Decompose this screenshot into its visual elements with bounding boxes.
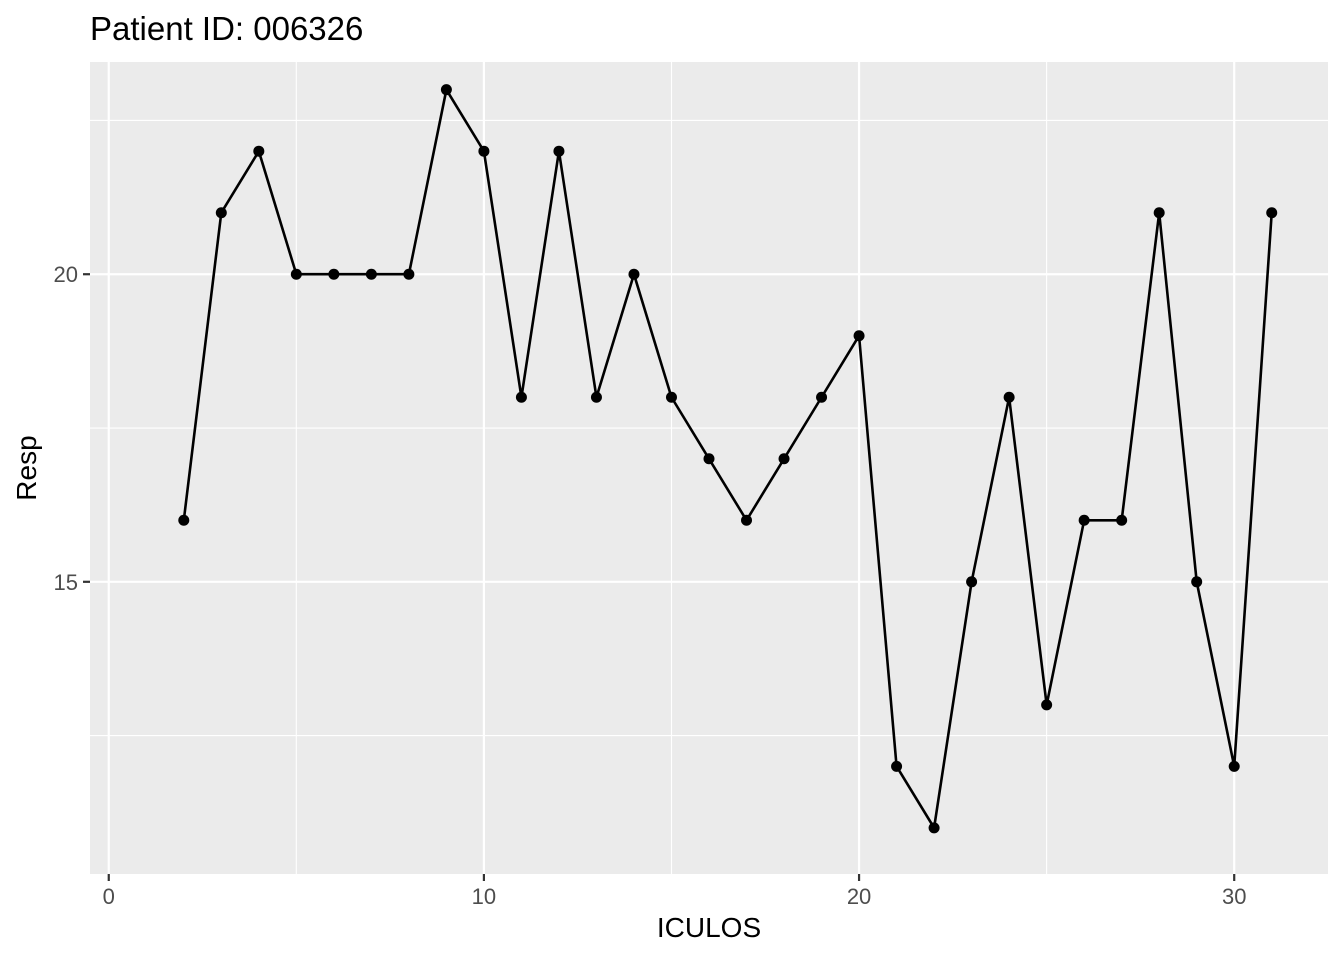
data-point bbox=[478, 145, 490, 157]
data-point bbox=[1041, 699, 1053, 711]
data-point bbox=[665, 391, 677, 403]
data-point bbox=[816, 391, 828, 403]
x-tick-label: 10 bbox=[472, 884, 496, 909]
series-line bbox=[182, 86, 1274, 832]
data-point bbox=[628, 268, 640, 280]
x-tick-label: 0 bbox=[103, 884, 115, 909]
x-tick-label: 30 bbox=[1222, 884, 1246, 909]
data-point bbox=[928, 822, 940, 834]
data-point bbox=[1078, 514, 1090, 526]
series-layer bbox=[178, 84, 1278, 834]
axis-ticks: 0 10 20 30 15 20 bbox=[54, 262, 1247, 909]
data-point bbox=[966, 576, 978, 588]
y-axis-label: Resp bbox=[11, 435, 42, 500]
data-point bbox=[290, 268, 302, 280]
data-point bbox=[741, 514, 753, 526]
data-point bbox=[853, 330, 865, 342]
x-axis-label: ICULOS bbox=[657, 912, 761, 943]
data-point bbox=[1153, 207, 1165, 219]
chart-title: Patient ID: 006326 bbox=[90, 10, 363, 47]
data-point bbox=[1191, 576, 1203, 588]
data-point bbox=[215, 207, 227, 219]
data-point bbox=[891, 760, 903, 772]
data-point bbox=[1228, 760, 1240, 772]
data-point bbox=[1003, 391, 1015, 403]
data-point bbox=[778, 453, 790, 465]
data-point bbox=[590, 391, 602, 403]
data-point bbox=[328, 268, 340, 280]
y-tick-label: 15 bbox=[54, 570, 78, 595]
data-point bbox=[178, 514, 190, 526]
plot-panel bbox=[90, 62, 1328, 874]
data-point bbox=[253, 145, 265, 157]
data-point bbox=[1116, 514, 1128, 526]
minor-gridlines bbox=[90, 62, 1328, 874]
data-point bbox=[1266, 207, 1278, 219]
y-tick-label: 20 bbox=[54, 262, 78, 287]
data-point bbox=[365, 268, 377, 280]
data-point bbox=[553, 145, 565, 157]
data-point bbox=[515, 391, 527, 403]
data-point bbox=[703, 453, 715, 465]
data-point bbox=[403, 268, 415, 280]
data-point bbox=[440, 84, 452, 96]
x-tick-label: 20 bbox=[847, 884, 871, 909]
